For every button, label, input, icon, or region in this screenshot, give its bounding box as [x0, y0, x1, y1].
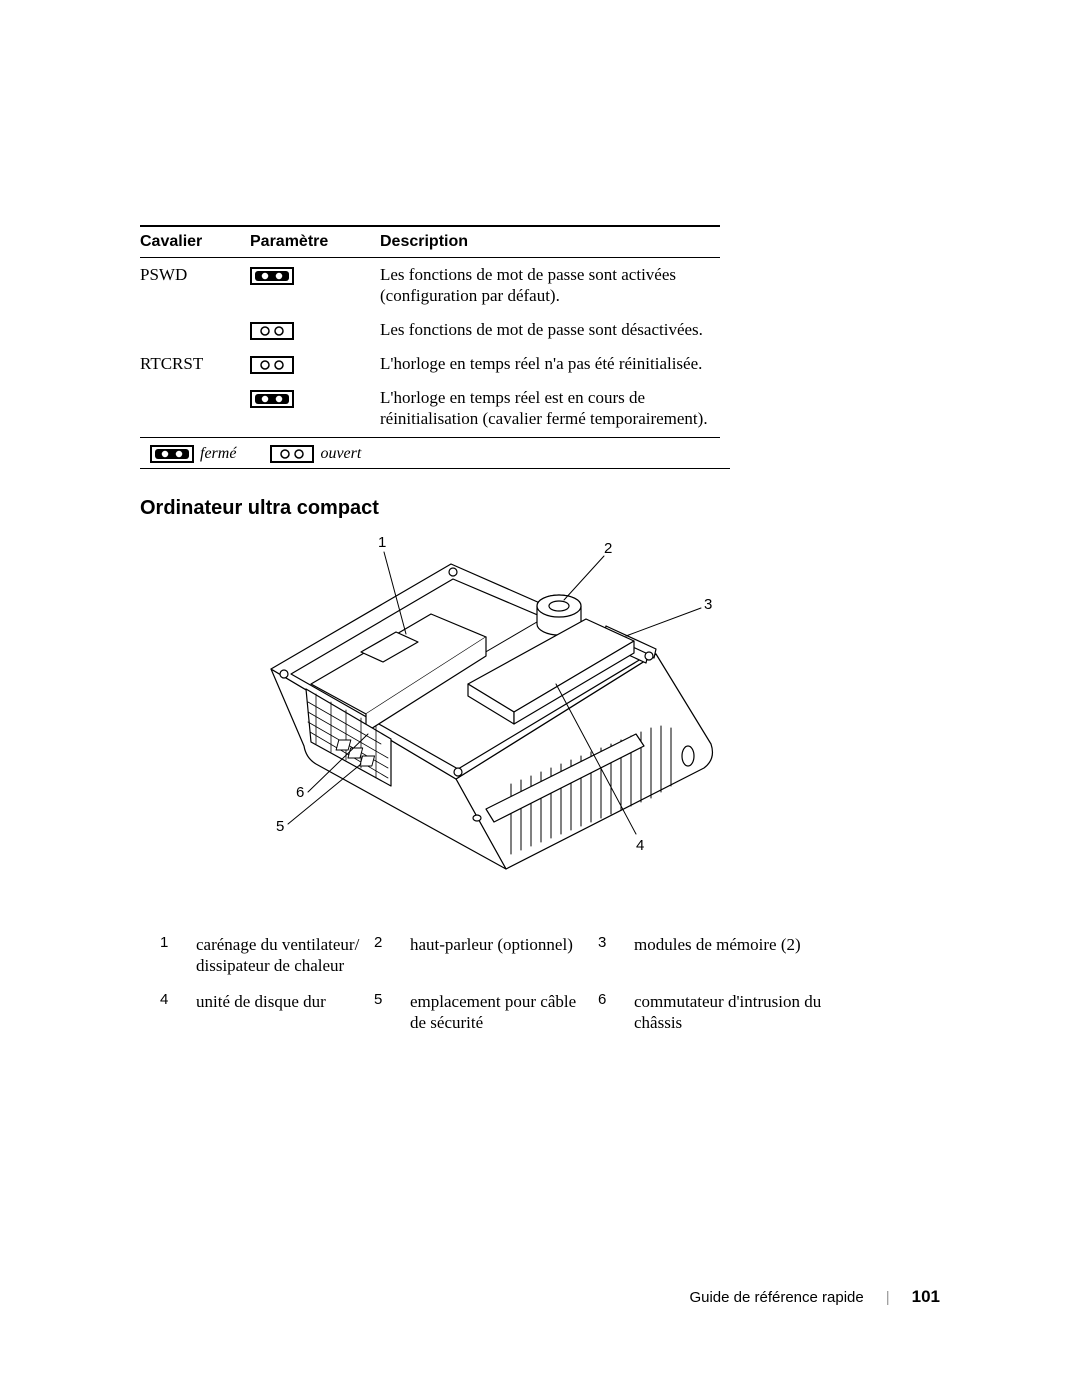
page: Cavalier Paramètre Description PSWD Les … — [0, 0, 1080, 1397]
jumper-header-parametre: Paramètre — [250, 226, 380, 258]
jumper-cavalier-cell: RTCRST — [140, 347, 250, 381]
jumper-description-cell: Les fonctions de mot de passe sont désac… — [380, 313, 720, 347]
jumper-description-cell: L'horloge en temps réel n'a pas été réin… — [380, 347, 720, 381]
callout-n: 5 — [374, 991, 402, 1034]
jumper-param-cell — [250, 347, 380, 381]
callout-label: emplacement pour câble de sécurité — [410, 991, 590, 1034]
jumper-open-icon — [250, 355, 294, 375]
jumper-description-cell: Les fonctions de mot de passe sont activ… — [380, 258, 720, 313]
callout-label: commutateur d'intrusion du châssis — [634, 991, 854, 1034]
callout-n: 6 — [598, 991, 626, 1034]
callouts-table: 1 carénage du ventilateur/ dissipateur d… — [160, 934, 880, 1033]
callouts-row: 4 unité de disque dur 5 emplacement pour… — [160, 991, 880, 1034]
jumper-closed-icon — [250, 266, 294, 286]
callout-label: modules de mémoire (2) — [634, 934, 854, 977]
jumper-cavalier-cell — [140, 381, 250, 438]
jumper-row: Les fonctions de mot de passe sont désac… — [140, 313, 720, 347]
jumper-row: L'horloge en temps réel est en cours de … — [140, 381, 720, 438]
jumper-legend: fermé ouvert — [140, 440, 730, 469]
jumper-param-cell — [250, 258, 380, 313]
callout-n: 3 — [598, 934, 626, 977]
jumper-open-icon — [270, 444, 314, 464]
callout-num-3: 3 — [704, 596, 712, 613]
callouts-row: 1 carénage du ventilateur/ dissipateur d… — [160, 934, 880, 977]
footer-book-title: Guide de référence rapide — [689, 1289, 863, 1306]
callout-num-5: 5 — [276, 818, 284, 835]
jumper-open-icon — [250, 321, 294, 341]
jumper-header-cavalier: Cavalier — [140, 226, 250, 258]
jumper-closed-icon — [250, 389, 294, 409]
callout-label: haut-parleur (optionnel) — [410, 934, 590, 977]
jumper-table-header-row: Cavalier Paramètre Description — [140, 226, 720, 258]
jumper-table: Cavalier Paramètre Description PSWD Les … — [140, 225, 720, 438]
legend-closed-label: fermé — [200, 445, 236, 463]
jumper-param-cell — [250, 381, 380, 438]
jumper-closed-icon — [150, 444, 194, 464]
callout-label: carénage du ventilateur/ dissipateur de … — [196, 934, 366, 977]
footer-page-number: 101 — [912, 1287, 940, 1307]
callout-n: 4 — [160, 991, 188, 1034]
callout-label: unité de disque dur — [196, 991, 366, 1034]
section-heading: Ordinateur ultra compact — [140, 497, 940, 520]
jumper-cavalier-cell — [140, 313, 250, 347]
footer-separator: | — [886, 1289, 890, 1306]
page-footer: Guide de référence rapide | 101 — [689, 1287, 940, 1307]
chassis-diagram: 1 2 3 4 5 6 — [156, 534, 716, 914]
page-content: Cavalier Paramètre Description PSWD Les … — [140, 225, 940, 1047]
legend-open-label: ouvert — [320, 445, 361, 463]
jumper-param-cell — [250, 313, 380, 347]
jumper-row: RTCRST L'horloge en temps réel n'a pas é… — [140, 347, 720, 381]
chassis-svg — [156, 534, 716, 894]
jumper-header-description: Description — [380, 226, 720, 258]
callout-num-6: 6 — [296, 784, 304, 801]
jumper-cavalier-cell: PSWD — [140, 258, 250, 313]
callout-num-2: 2 — [604, 540, 612, 557]
callout-num-1: 1 — [378, 534, 386, 551]
callout-num-4: 4 — [636, 837, 644, 854]
callout-n: 1 — [160, 934, 188, 977]
jumper-description-cell: L'horloge en temps réel est en cours de … — [380, 381, 720, 438]
callout-n: 2 — [374, 934, 402, 977]
jumper-row: PSWD Les fonctions de mot de passe sont … — [140, 258, 720, 313]
